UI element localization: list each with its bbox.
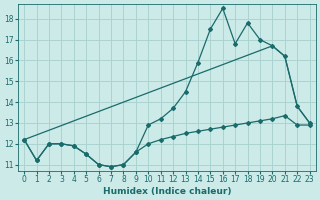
X-axis label: Humidex (Indice chaleur): Humidex (Indice chaleur) <box>103 187 231 196</box>
